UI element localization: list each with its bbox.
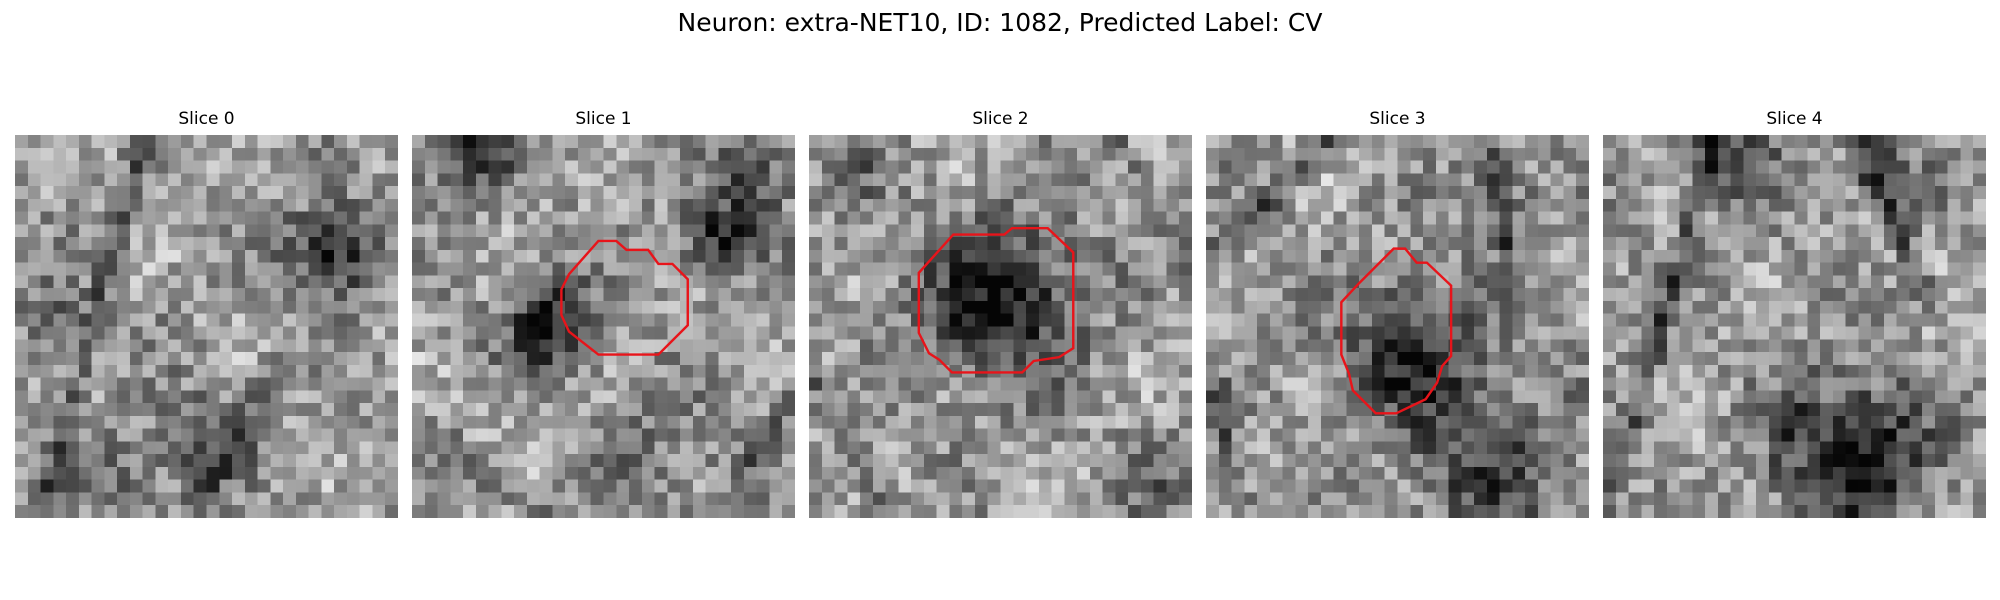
slice-title-4: Slice 4: [1766, 109, 1823, 129]
segmentation-contour-3: [1340, 247, 1453, 415]
slice-title-2: Slice 2: [972, 109, 1029, 129]
slice-title-0: Slice 0: [178, 109, 235, 129]
slice-image-1: [412, 135, 795, 518]
segmentation-contour-1: [560, 239, 689, 356]
slice-title-1: Slice 1: [575, 109, 632, 129]
slice-image-3: [1206, 135, 1589, 518]
slice-image-0: [15, 135, 398, 518]
slice-image-4: [1603, 135, 1986, 518]
segmentation-contour-2: [917, 226, 1075, 374]
slice-image-2: [809, 135, 1192, 518]
slice-title-3: Slice 3: [1369, 109, 1426, 129]
figure-title: Neuron: extra-NET10, ID: 1082, Predicted…: [677, 8, 1323, 37]
